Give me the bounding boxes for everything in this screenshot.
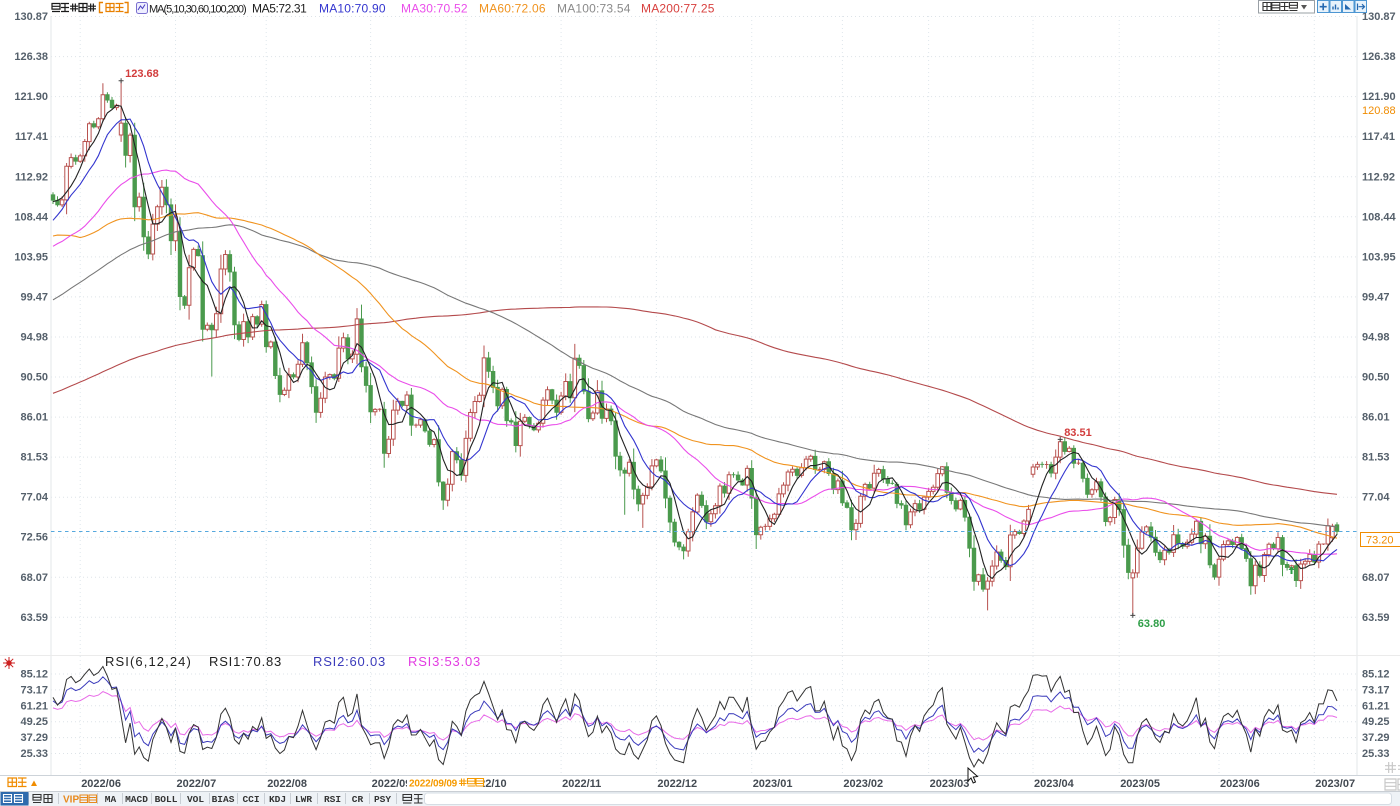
svg-text:CCI: CCI [242,794,259,805]
svg-text:73.20: 73.20 [1366,535,1394,547]
svg-text:126.38: 126.38 [14,51,48,63]
svg-text:MA200:77.25: MA200:77.25 [641,2,715,16]
svg-text:83.51: 83.51 [1064,427,1092,439]
svg-text:VOL: VOL [187,794,204,805]
svg-text:90.50: 90.50 [20,372,48,384]
svg-text:90.50: 90.50 [1362,372,1390,384]
svg-text:RSI1:70.83: RSI1:70.83 [209,654,282,669]
svg-text:2022/09/09: 2022/09/09 [409,779,458,790]
svg-text:LWR: LWR [295,794,312,805]
svg-text:77.04: 77.04 [1362,492,1390,504]
svg-text:112.92: 112.92 [15,171,48,183]
svg-text:86.01: 86.01 [20,412,48,424]
svg-text:2023/04: 2023/04 [1034,778,1075,790]
svg-text:73.17: 73.17 [20,684,48,696]
svg-text:72.56: 72.56 [20,532,48,544]
svg-text:49.25: 49.25 [20,716,48,728]
svg-text:2022/08: 2022/08 [267,778,307,790]
svg-text:25.33: 25.33 [1362,748,1390,760]
svg-text:2022/07: 2022/07 [177,778,217,790]
svg-text:RSI2:60.03: RSI2:60.03 [313,654,386,669]
svg-text:130.87: 130.87 [1362,11,1396,23]
svg-text:KDJ: KDJ [269,794,286,805]
svg-text:RSI(6,12,24): RSI(6,12,24) [105,654,192,669]
svg-text:25.33: 25.33 [20,748,48,760]
svg-text:VIP: VIP [63,795,79,806]
svg-text:MA10:70.90: MA10:70.90 [319,2,386,16]
svg-text:61.21: 61.21 [20,700,48,712]
svg-text:MA: MA [105,794,117,805]
svg-text:117.41: 117.41 [15,131,48,143]
svg-text:68.07: 68.07 [20,572,48,584]
svg-text:RSI: RSI [324,794,341,805]
svg-text:121.90: 121.90 [14,91,48,103]
svg-text:2022/09: 2022/09 [372,778,412,790]
svg-text:BOLL: BOLL [155,794,178,805]
svg-text:108.44: 108.44 [1362,211,1397,223]
svg-text:117.41: 117.41 [1362,131,1395,143]
svg-text:99.47: 99.47 [20,291,48,303]
svg-text:2022/06: 2022/06 [81,778,121,790]
svg-text:2023/05: 2023/05 [1120,778,1160,790]
svg-text:49.25: 49.25 [1362,716,1390,728]
svg-text:86.01: 86.01 [1362,412,1390,424]
svg-text:PSY: PSY [374,794,391,805]
svg-text:MA5:72.31: MA5:72.31 [252,2,307,16]
svg-text:MA30:70.52: MA30:70.52 [401,2,468,16]
svg-text:94.98: 94.98 [20,332,48,344]
svg-text:63.59: 63.59 [1362,612,1390,624]
svg-text:108.44: 108.44 [14,211,49,223]
svg-text:CR: CR [352,794,364,805]
svg-text:37.29: 37.29 [1362,732,1390,744]
svg-text:2023/03: 2023/03 [930,778,970,790]
svg-text:120.88: 120.88 [1362,105,1396,117]
svg-text:2023/07: 2023/07 [1315,778,1355,790]
svg-text:130.87: 130.87 [14,11,48,23]
svg-text:94.98: 94.98 [1362,332,1390,344]
svg-text:63.59: 63.59 [20,612,48,624]
svg-text:73.17: 73.17 [1362,684,1390,696]
svg-text:MACD: MACD [125,794,148,805]
svg-text:BIAS: BIAS [212,794,235,805]
svg-text:81.53: 81.53 [1362,452,1390,464]
svg-text:81.53: 81.53 [20,452,48,464]
svg-text:2023/06: 2023/06 [1220,778,1260,790]
svg-text:MA60:72.06: MA60:72.06 [479,2,546,16]
svg-text:MA(5,10,30,60,100,200): MA(5,10,30,60,100,200) [149,4,246,16]
svg-text:112.92: 112.92 [1362,171,1395,183]
svg-text:85.12: 85.12 [20,669,48,681]
svg-text:61.21: 61.21 [1362,700,1390,712]
svg-text:68.07: 68.07 [1362,572,1390,584]
svg-text:103.95: 103.95 [1362,251,1396,263]
svg-text:2023/01: 2023/01 [753,778,793,790]
svg-text:85.12: 85.12 [1362,669,1390,681]
svg-text:126.38: 126.38 [1362,51,1396,63]
svg-text:2022/11: 2022/11 [562,778,601,790]
svg-text:121.90: 121.90 [1362,91,1396,103]
svg-text:77.04: 77.04 [20,492,48,504]
svg-text:RSI3:53.03: RSI3:53.03 [408,654,481,669]
svg-text:2022/12: 2022/12 [657,778,697,790]
svg-text:2023/02: 2023/02 [843,778,883,790]
svg-text:37.29: 37.29 [20,732,48,744]
svg-text:99.47: 99.47 [1362,291,1390,303]
svg-text:63.80: 63.80 [1138,618,1166,630]
svg-text:123.68: 123.68 [125,68,159,80]
svg-text:103.95: 103.95 [14,251,48,263]
svg-text:MA100:73.54: MA100:73.54 [557,2,631,16]
